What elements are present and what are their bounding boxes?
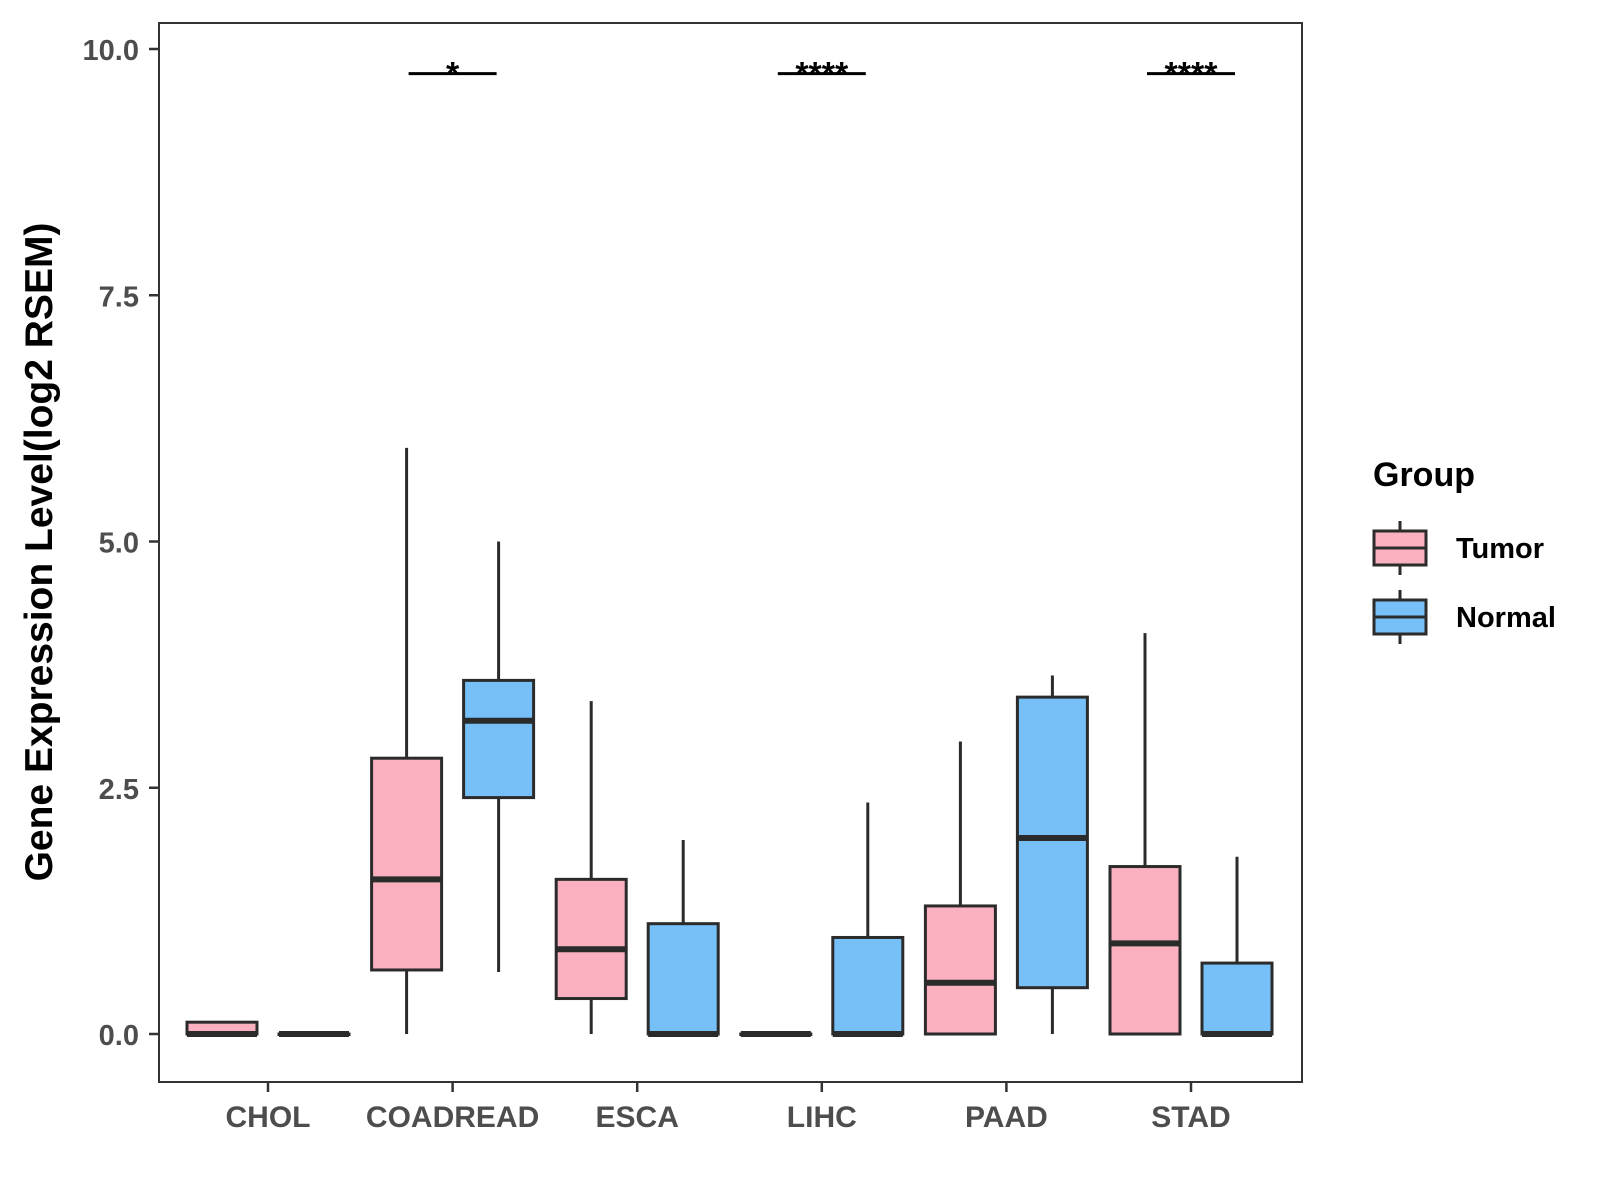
box-body	[831, 935, 905, 1036]
y-tick-label: 5.0	[99, 528, 139, 560]
box-normal-esca	[646, 839, 720, 1037]
y-tick-label: 7.5	[99, 281, 139, 313]
plot-area: 0.0 2.5 5.0 7.5 10.0 CHOL COADREAD ESCA LIHC PAAD…	[83, 22, 1303, 1134]
box-body	[370, 756, 444, 972]
box-tumor-paad	[923, 741, 997, 1036]
box-tumor-stad	[1108, 633, 1182, 1036]
box-tumor-chol	[185, 1020, 259, 1037]
box-body	[462, 678, 536, 800]
legend-label: Tumor	[1456, 533, 1544, 565]
box-tumor-coadread	[370, 447, 444, 1034]
x-tick-label: ESCA	[596, 1101, 679, 1134]
significance-label: ****	[795, 56, 849, 94]
x-tick-label: PAAD	[965, 1101, 1048, 1134]
box-tumor-esca	[554, 701, 628, 1034]
legend-item-normal: Normal	[1372, 590, 1556, 644]
box-tumor-lihc	[739, 1031, 813, 1037]
x-tick-label: LIHC	[787, 1101, 857, 1134]
legend-item-tumor: Tumor	[1372, 521, 1544, 575]
box-body	[1015, 695, 1089, 990]
x-tick-label: COADREAD	[366, 1101, 539, 1134]
y-tick-label: 0.0	[99, 1020, 139, 1052]
box-body	[1108, 865, 1182, 1036]
box-body	[554, 877, 628, 1001]
box-normal-lihc	[831, 802, 905, 1037]
y-axis-label: Gene Expression Level(log2 RSEM)	[18, 223, 61, 882]
box-body	[1200, 961, 1274, 1036]
box-body	[646, 922, 720, 1036]
box-body	[923, 904, 997, 1036]
legend: Group Tumor Normal	[1372, 456, 1556, 644]
legend-label: Normal	[1456, 602, 1556, 634]
legend-title: Group	[1373, 456, 1475, 494]
y-tick-label: 2.5	[99, 774, 139, 806]
box-normal-chol	[277, 1031, 351, 1037]
significance-label: *	[446, 56, 460, 94]
x-tick-label: STAD	[1151, 1101, 1230, 1134]
significance-label: ****	[1165, 56, 1219, 94]
plot-panel-border	[158, 22, 1303, 1083]
x-tick-label: CHOL	[226, 1101, 311, 1134]
y-tick-label: 10.0	[83, 35, 139, 67]
box-normal-stad	[1200, 856, 1274, 1037]
box-normal-coadread	[462, 541, 536, 972]
box-normal-paad	[1015, 675, 1089, 1034]
